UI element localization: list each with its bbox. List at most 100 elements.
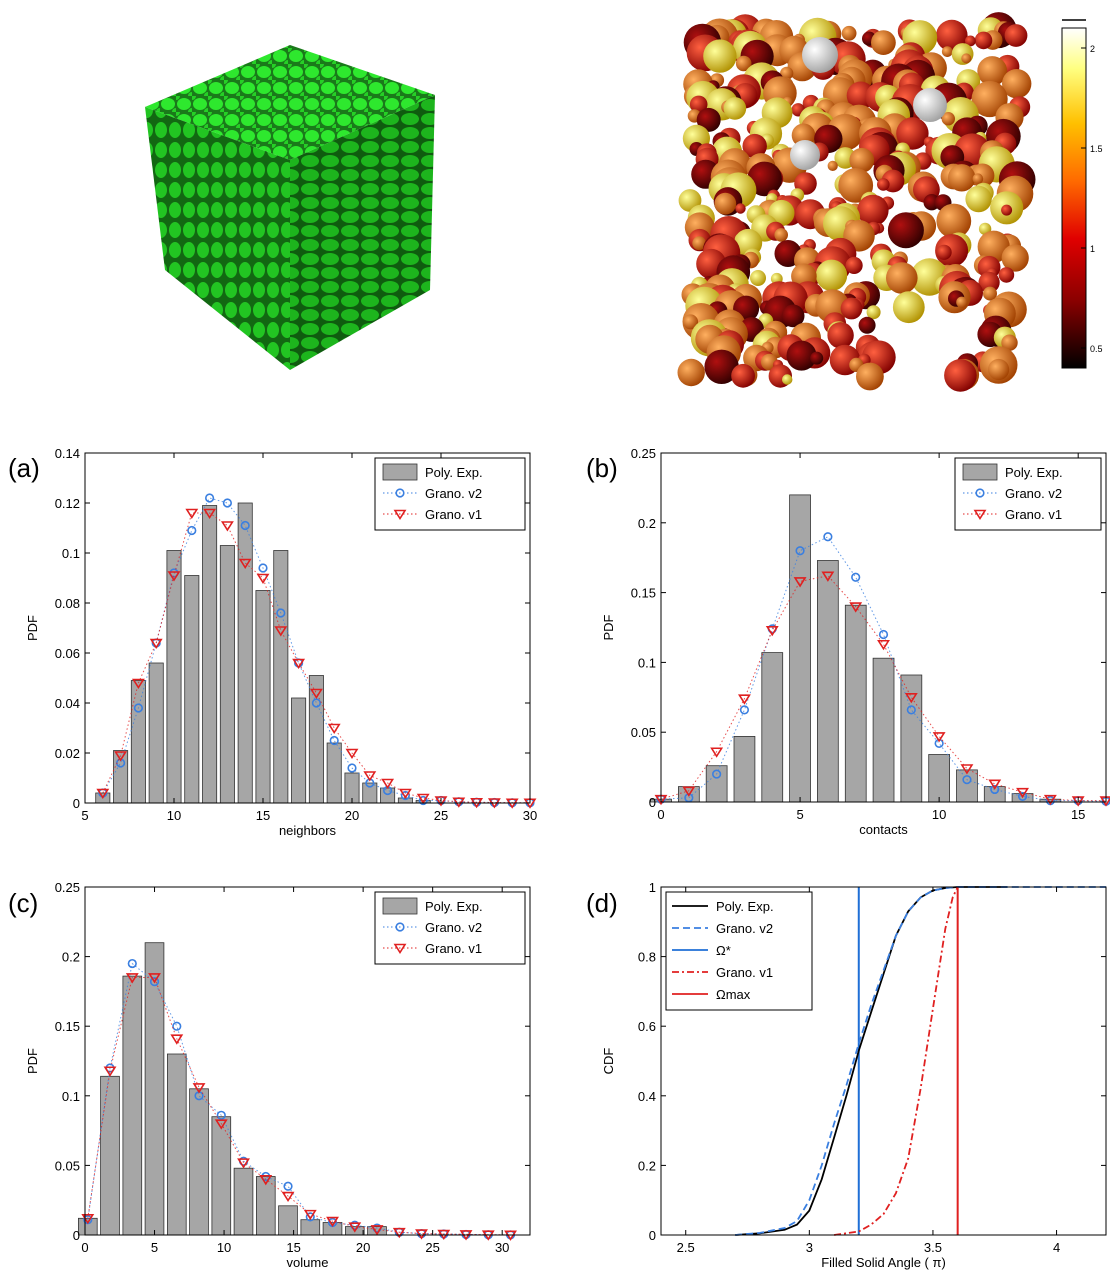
y-tick-label: 0.06 — [55, 646, 80, 661]
marker-point — [821, 571, 835, 582]
sphere — [936, 244, 952, 260]
sphere — [677, 358, 705, 387]
bar — [255, 590, 271, 804]
bar — [189, 1088, 209, 1236]
marker-point — [311, 698, 322, 708]
marker-point — [96, 788, 110, 800]
bar — [326, 742, 342, 804]
sphere — [936, 203, 972, 239]
bar — [273, 550, 289, 804]
marker-point — [710, 747, 724, 758]
y-tick-label: 0 — [73, 796, 80, 811]
y-tick-label: 0 — [73, 1228, 80, 1243]
sphere — [781, 304, 805, 328]
marker-point — [370, 1225, 384, 1236]
bar — [733, 736, 756, 803]
sphere — [774, 228, 788, 242]
sphere — [840, 297, 863, 320]
marker-point — [932, 732, 946, 743]
marker-point — [878, 629, 889, 640]
x-tick-label: 0 — [657, 807, 664, 822]
sphere — [858, 316, 876, 334]
marker-point — [975, 488, 985, 498]
y-tick-label: 0.8 — [638, 950, 656, 965]
marker-point — [381, 778, 395, 790]
marker-point — [127, 958, 137, 969]
sphere — [977, 56, 1008, 86]
sphere — [896, 117, 929, 150]
legend-swatch — [382, 897, 418, 915]
legend-label: Grano. v1 — [716, 965, 773, 980]
marker-point — [133, 703, 143, 713]
bar — [219, 545, 235, 804]
bar — [100, 1075, 120, 1236]
marker-point — [125, 973, 139, 984]
marker-point — [167, 571, 181, 582]
x-tick-label: 10 — [217, 1240, 231, 1255]
panel-label: (c) — [8, 888, 38, 918]
x-tick-label: 5 — [151, 1240, 158, 1255]
chart-panel-d: 2.5 3 3.5 4 0 0.2 0.4 0.6 0.8 1 Filled Solid Angle… — [586, 880, 1107, 1270]
sphere — [866, 305, 881, 320]
sphere — [886, 262, 918, 294]
marker-point — [149, 977, 160, 987]
marker-point — [172, 1021, 182, 1031]
marker-point — [222, 498, 232, 508]
sphere — [703, 39, 737, 73]
legend-label: Poly. Exp. — [716, 899, 774, 914]
y-tick-label: 0.12 — [55, 496, 80, 511]
marker-point — [395, 488, 405, 498]
panel-label: (a) — [8, 453, 40, 483]
sphere — [790, 140, 820, 170]
colorbar-tick-label: 1.5 — [1090, 144, 1103, 154]
legend-label: Grano. v2 — [716, 921, 773, 936]
marker-point — [415, 1229, 428, 1240]
marker-point — [960, 764, 974, 775]
sphere — [983, 286, 997, 301]
y-tick-label: 0.14 — [55, 446, 80, 461]
marker-point — [281, 1191, 295, 1203]
legend-label: Grano. v2 — [425, 920, 482, 935]
axes-frame — [660, 452, 1107, 803]
y-tick-label: 0.25 — [631, 446, 656, 461]
bar — [705, 765, 728, 803]
sphere — [892, 291, 925, 324]
bar — [233, 1167, 254, 1236]
sphere — [750, 270, 766, 286]
sphere — [961, 53, 972, 64]
marker-point — [793, 577, 807, 588]
sphere — [815, 259, 848, 291]
y-tick-label: 0.04 — [55, 696, 80, 711]
sphere — [913, 88, 947, 122]
marker-point — [795, 546, 805, 556]
sphere — [735, 55, 752, 72]
series-line — [735, 886, 1008, 1236]
y-tick-label: 0.15 — [631, 586, 656, 601]
marker-point — [904, 692, 918, 704]
cube-right-face — [290, 95, 435, 370]
marker-point — [185, 508, 199, 520]
x-tick-label: 3.5 — [924, 1240, 942, 1255]
x-tick-label: 30 — [523, 808, 537, 823]
colorbar-tick-label: 0.5 — [1090, 344, 1103, 354]
marker-point — [131, 678, 145, 690]
x-tick-label: 15 — [1071, 807, 1085, 822]
bar — [122, 975, 143, 1236]
panel-label: (d) — [586, 888, 618, 918]
x-axis-label: Filled Solid Angle ( π) — [821, 1255, 946, 1270]
bar — [844, 604, 867, 803]
marker-point — [712, 769, 722, 779]
x-tick-label: 4 — [1053, 1240, 1060, 1255]
y-tick-label: 0 — [649, 1228, 656, 1243]
legend: Poly. Exp. Grano. v2 Grano. v1 — [954, 457, 1102, 531]
y-tick-label: 0.1 — [638, 655, 656, 670]
y-axis-label: PDF — [25, 1048, 40, 1074]
marker-point — [990, 784, 1000, 795]
marker-point — [238, 558, 252, 570]
x-tick-label: 20 — [345, 808, 359, 823]
colored-sphere-packing-render — [677, 12, 1036, 392]
sphere — [841, 25, 857, 41]
bar — [166, 550, 182, 804]
legend-label: Grano. v1 — [425, 507, 482, 522]
